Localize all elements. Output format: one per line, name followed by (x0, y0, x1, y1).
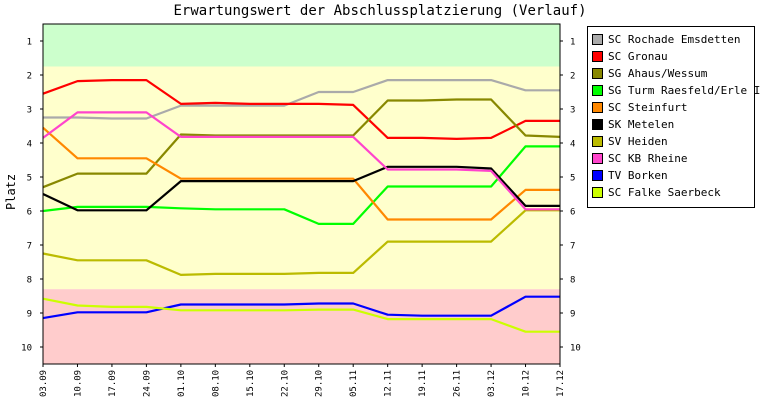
x-tick-label: 05.11 (349, 370, 359, 397)
legend-item: SG Ahaus/Wessum (592, 66, 707, 80)
series-line-2 (42, 98, 561, 189)
legend-item: SC KB Rheine (592, 151, 687, 165)
y-tick-label-left: 10 (21, 344, 32, 354)
legend-label: SC Rochade Emsdetten (608, 32, 741, 46)
legend-label: SG Ahaus/Wessum (608, 66, 708, 80)
y-tick-label-left: 6 (27, 208, 32, 218)
y-tick-label-right: 4 (570, 140, 575, 150)
legend: SC Rochade Emsdetten SC Gronau SG Ahaus/We… (587, 26, 760, 208)
legend-swatch (592, 33, 603, 45)
series-line-8 (42, 295, 560, 320)
series-line-7 (42, 111, 560, 211)
y-tick-label-right: 10 (570, 344, 581, 354)
legend-swatch (592, 169, 603, 181)
y-tick-label-right: 2 (570, 72, 575, 82)
chart-title: Erwartungswert der Abschlussplatzierung … (173, 3, 587, 19)
legend-label: TV Borken (608, 168, 668, 182)
plot-frame (42, 23, 561, 365)
legend-item: SC Rochade Emsdetten (592, 32, 740, 46)
legend-label: SC Gronau (608, 49, 668, 63)
y-tick-label-left: 5 (27, 174, 32, 184)
y-tick-label-left: 1 (27, 38, 32, 48)
x-tick-label: 17.12 (556, 370, 566, 397)
legend-item: SG Turm Raesfeld/Erle II (592, 83, 760, 97)
x-tick-label: 01.10 (177, 370, 187, 397)
y-tick-label-right: 6 (570, 208, 575, 218)
legend-item: SC Gronau (592, 49, 668, 63)
x-tick-label: 03.12 (487, 370, 497, 397)
x-tick-label: 22.10 (280, 370, 290, 397)
legend-swatch (592, 118, 603, 130)
y-tick-label-left: 8 (27, 276, 32, 286)
x-tick-label: 10.09 (73, 370, 83, 397)
legend-label: SV Heiden (608, 134, 668, 148)
x-tick-label: 15.10 (246, 370, 256, 397)
x-tick-label: 26.11 (453, 370, 463, 397)
y-tick-label-right: 3 (570, 106, 575, 116)
series-line-5 (42, 165, 560, 212)
x-tick-label: 29.10 (315, 370, 325, 397)
y-tick-label-left: 2 (27, 72, 32, 82)
x-tick-label: 24.09 (142, 370, 152, 397)
legend-swatch (592, 67, 603, 79)
legend-item: SC Falke Saerbeck (592, 185, 721, 199)
y-tick-label-right: 8 (570, 276, 575, 286)
x-tick-label: 12.11 (384, 370, 394, 397)
y-tick-label-left: 3 (27, 106, 32, 116)
legend-label: SC KB Rheine (608, 151, 688, 165)
y-tick-label-left: 4 (27, 140, 32, 150)
y-tick-label-left: 7 (27, 242, 32, 252)
legend-swatch (592, 186, 603, 198)
legend-item: SK Metelen (592, 117, 674, 131)
series-line-4 (42, 126, 560, 221)
y-tick-label-right: 1 (570, 38, 575, 48)
y-tick-label-right: 9 (570, 310, 575, 320)
y-tick-label-right: 5 (570, 174, 575, 184)
y-tick-label-left: 9 (27, 310, 32, 320)
series-line-9 (42, 297, 560, 333)
legend-label: SC Falke Saerbeck (608, 185, 721, 199)
legend-item: TV Borken (592, 168, 668, 182)
x-tick-label: 17.09 (108, 370, 118, 397)
legend-label: SK Metelen (608, 117, 675, 131)
series-line-1 (42, 78, 560, 140)
series-line-3 (42, 145, 560, 225)
x-tick-label: 19.11 (418, 370, 428, 397)
legend-item: SV Heiden (592, 134, 668, 148)
legend-swatch (592, 84, 603, 96)
legend-swatch (592, 135, 603, 147)
y-axis-label: Platz (4, 173, 18, 210)
background-band-0 (43, 24, 560, 67)
background-band-2 (43, 289, 560, 364)
x-tick-label: 08.10 (211, 370, 221, 397)
x-tick-label: 03.09 (39, 370, 49, 397)
series-line-0 (43, 78, 560, 120)
y-tick-label-right: 7 (570, 242, 575, 252)
legend-label: SG Turm Raesfeld/Erle II (608, 83, 760, 97)
series-line-6 (42, 209, 560, 276)
legend-item: SC Steinfurt (592, 100, 687, 114)
x-tick-label: 10.12 (522, 370, 532, 397)
legend-swatch (592, 50, 603, 62)
legend-swatch (592, 152, 603, 164)
legend-swatch (592, 101, 603, 113)
legend-label: SC Steinfurt (608, 100, 688, 114)
